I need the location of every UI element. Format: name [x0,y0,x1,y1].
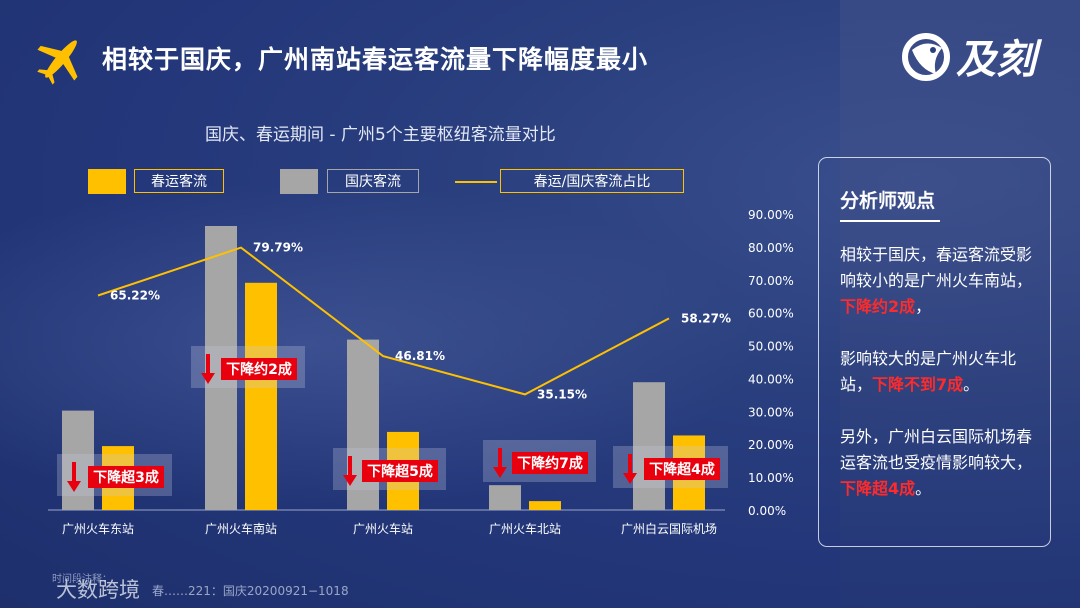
legend-swatch-ratio [455,181,497,183]
page-title: 相较于国庆，广州南站春运客流量下降幅度最小 [102,45,649,74]
panel-title: 分析师观点 [840,190,936,212]
highlight-north: 下降不到7成 [872,375,964,394]
ratio-data-label: 65.22% [110,288,160,302]
ratio-data-label: 46.81% [395,349,445,363]
bar-spring [245,282,277,510]
logo-wordmark: 及刻 [956,37,1043,83]
legend-swatch-national [280,169,318,194]
analyst-panel [818,157,1051,547]
y-right-tick-label: 90.00% [748,208,794,222]
annotation-tag [88,466,164,488]
ratio-line [97,246,670,396]
highlight-airport: 下降超4成 [840,479,916,498]
annotation-tag [644,458,720,480]
highlight-south: 下降约2成 [840,297,916,316]
annotation-label: 下降超3成 [93,469,159,486]
down-arrow-head-icon [343,475,357,486]
x-tick-label: 广州火车北站 [489,521,561,536]
panel-paragraph-2: 影响较大的是广州火车北站，下降不到7成。 [840,349,1017,394]
y-right-tick-label: 80.00% [748,241,794,255]
annotation-tag [221,358,297,380]
y-right-tick-label: 20.00% [748,438,794,452]
panel-paragraph-3: 另外，广州白云国际机场春运客流也受疫情影响较大，下降超4成。 [840,427,1033,498]
x-tick-label: 广州白云国际机场 [621,521,717,536]
down-arrow-head-icon [493,467,507,478]
y-right-tick-label: 70.00% [748,274,794,288]
x-tick-label: 广州火车站 [353,521,413,536]
bar-spring [529,501,561,510]
annotation-tag [362,460,438,482]
annotation-tag [512,452,588,474]
bar-national [62,410,94,510]
down-arrow-head-icon [67,481,81,492]
x-tick-label: 广州火车南站 [205,521,277,536]
down-arrow-head-icon [623,473,637,484]
legend-label-ratio: 春运/国庆客流占比 [500,169,684,193]
ratio-data-label: 35.15% [537,387,587,401]
y-right-tick-label: 50.00% [748,340,794,354]
ratio-data-label: 58.27% [681,311,731,325]
y-right-tick-label: 60.00% [748,307,794,321]
y-right-tick-label: 0.00% [748,504,786,518]
annotation-label: 下降超5成 [367,463,433,480]
footer-note: 春……221：国庆20200921−1018 [152,584,349,598]
y-right-tick-label: 30.00% [748,405,794,419]
panel-paragraph-1: 相较于国庆，春运客流受影响较小的是广州火车南站，下降约2成， [840,245,1033,316]
footer-note-label: 时间段注释： [52,574,112,585]
bar-national [489,485,521,510]
ratio-data-label: 79.79% [253,241,303,255]
bar-national [633,382,665,510]
legend-label-spring: 春运客流 [134,169,224,193]
legend-swatch-spring [88,169,126,194]
background-photo-overlay [840,0,1080,608]
airplane-icon [37,40,78,85]
annotation-label: 下降约7成 [517,455,583,472]
legend-label-national: 国庆客流 [327,169,419,193]
annotation-label: 下降超4成 [649,461,715,478]
x-tick-label: 广州火车东站 [62,521,134,536]
y-right-tick-label: 40.00% [748,372,794,386]
brand-logo: 及刻 [902,33,1043,83]
annotation-label: 下降约2成 [226,361,292,378]
watermark: 大数跨境 [56,578,140,602]
down-arrow-head-icon [201,373,215,384]
panel-title-underline [840,220,940,222]
y-right-tick-label: 10.00% [748,471,794,485]
chart-title: 国庆、春运期间 - 广州5个主要枢纽客流量对比 [205,125,556,145]
